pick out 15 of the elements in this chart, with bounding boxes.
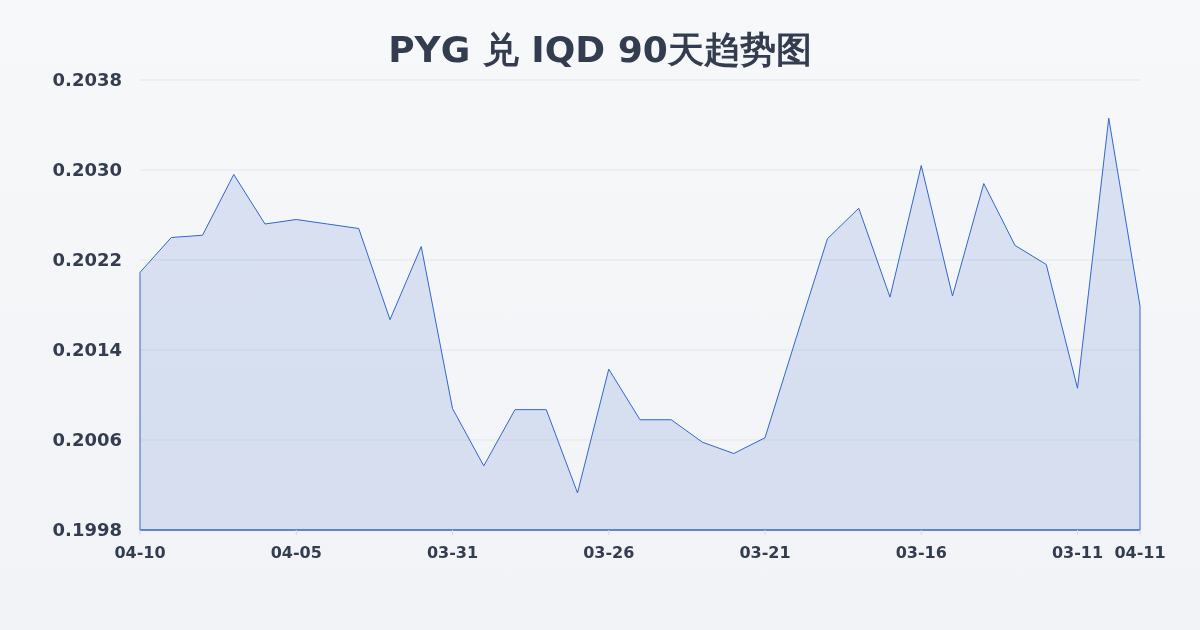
x-tick-label: 03-26 — [583, 543, 635, 562]
x-tick-label: 04-11 — [1114, 543, 1166, 562]
chart-title: PYG 兑 IQD 90天趋势图 — [388, 29, 812, 70]
y-tick-label: 0.2006 — [52, 429, 122, 451]
y-tick-label: 0.2038 — [52, 69, 122, 91]
y-tick-label: 0.2030 — [52, 159, 122, 181]
y-tick-label: 0.1998 — [52, 519, 122, 541]
x-tick-label: 04-10 — [114, 543, 166, 562]
y-tick-label: 0.2022 — [52, 249, 122, 271]
x-tick-label: 03-16 — [895, 543, 947, 562]
x-tick-label: 03-11 — [1051, 543, 1104, 562]
x-tick-label: 03-21 — [739, 543, 791, 562]
x-tick-label: 03-31 — [426, 543, 479, 562]
x-tick-label: 04-05 — [270, 543, 322, 562]
y-tick-label: 0.2014 — [52, 339, 122, 361]
